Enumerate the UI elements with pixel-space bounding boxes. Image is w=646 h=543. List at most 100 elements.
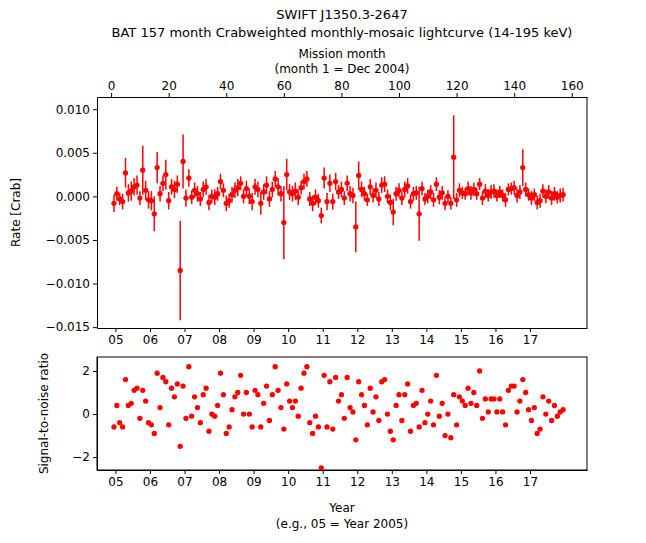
data-point	[376, 418, 381, 423]
data-point	[465, 386, 470, 391]
tick: 14	[419, 470, 434, 489]
data-point	[298, 386, 303, 391]
data-point	[549, 195, 554, 200]
tick: 17	[523, 470, 538, 489]
data-point	[465, 186, 470, 191]
tick: 07	[177, 470, 192, 489]
data-point	[520, 377, 525, 382]
tick: 12	[350, 328, 365, 347]
tick-label: 100	[388, 79, 411, 93]
data-point	[149, 198, 154, 203]
data-point	[157, 405, 162, 410]
tick: −0.005	[46, 233, 97, 247]
data-point	[408, 199, 413, 204]
tick-mark	[219, 328, 220, 332]
data-point	[440, 190, 445, 195]
data-point	[215, 403, 220, 408]
data-point	[517, 398, 522, 403]
data-point	[316, 198, 321, 203]
data-point	[540, 394, 545, 399]
y-axis: −0.015−0.010−0.0050.0000.0050.010	[46, 98, 98, 335]
data-point	[457, 394, 462, 399]
data-point	[497, 396, 502, 401]
data-point	[155, 370, 160, 375]
data-point	[391, 437, 396, 442]
tick-label: 0.000	[56, 190, 90, 204]
data-point	[114, 191, 119, 196]
data-point	[396, 188, 401, 193]
tick-mark	[150, 328, 151, 332]
data-point	[503, 197, 508, 202]
data-point	[434, 182, 439, 187]
data-point	[166, 422, 171, 427]
data-point	[477, 182, 482, 187]
data-point	[491, 188, 496, 193]
data-point	[333, 179, 338, 184]
tick: 160	[561, 79, 584, 97]
tick-mark	[572, 93, 573, 97]
tick-mark	[357, 328, 358, 332]
data-point	[319, 465, 324, 470]
tick-mark	[150, 470, 151, 474]
tick-label: 12	[350, 333, 365, 347]
tick-label: 09	[246, 475, 261, 489]
data-point	[431, 422, 436, 427]
data-point	[506, 388, 511, 393]
plot-area	[111, 115, 565, 320]
data-point	[471, 187, 476, 192]
data-point	[178, 268, 183, 273]
data-point	[414, 401, 419, 406]
tick: 05	[108, 328, 123, 347]
tick: 0.010	[56, 103, 97, 117]
tick-mark	[399, 93, 400, 97]
data-point	[324, 424, 329, 429]
tick-label: 06	[143, 475, 158, 489]
tick-label: 0.005	[56, 146, 90, 160]
data-point	[520, 165, 525, 170]
data-point	[195, 405, 200, 410]
data-point	[540, 188, 545, 193]
data-point	[342, 416, 347, 421]
data-point	[353, 224, 358, 229]
data-point	[434, 373, 439, 378]
data-point	[229, 192, 234, 197]
data-point	[218, 179, 223, 184]
data-point	[454, 422, 459, 427]
axis-line	[97, 358, 98, 471]
data-point	[483, 396, 488, 401]
tick: 10	[281, 328, 296, 347]
data-point	[405, 183, 410, 188]
data-point	[178, 444, 183, 449]
data-point	[180, 159, 185, 164]
data-point	[206, 200, 211, 205]
data-point	[324, 199, 329, 204]
data-point	[448, 201, 453, 206]
tick: 12	[350, 470, 365, 489]
data-point	[373, 188, 378, 193]
tick: 60	[277, 79, 292, 97]
data-point	[342, 195, 347, 200]
data-point	[304, 364, 309, 369]
tick-label: 10	[281, 475, 296, 489]
data-point	[166, 198, 171, 203]
data-point	[137, 416, 142, 421]
tick-label: 20	[162, 79, 177, 93]
tick: 06	[143, 328, 158, 347]
data-point	[356, 173, 361, 178]
data-point	[117, 420, 122, 425]
data-point	[189, 195, 194, 200]
data-point	[408, 429, 413, 434]
data-point	[442, 433, 447, 438]
data-point	[330, 199, 335, 204]
data-point	[224, 431, 229, 436]
data-point	[347, 405, 352, 410]
data-point	[172, 187, 177, 192]
tick-mark	[457, 93, 458, 97]
data-point	[169, 386, 174, 391]
data-point	[250, 424, 255, 429]
tick-mark	[185, 470, 186, 474]
data-point	[140, 168, 145, 173]
tick: −0.015	[46, 320, 97, 334]
data-point	[293, 188, 298, 193]
data-point	[463, 191, 468, 196]
